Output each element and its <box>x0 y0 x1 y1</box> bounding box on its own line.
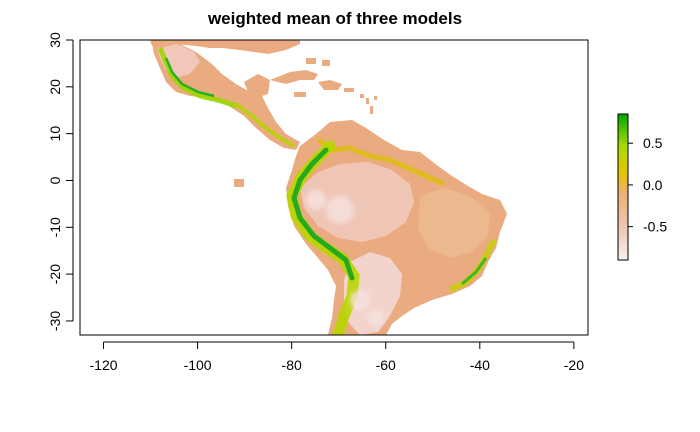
y-tick-label: -20 <box>47 264 63 284</box>
x-tick-label: -40 <box>470 357 490 373</box>
colorbar <box>617 113 629 261</box>
x-tick-label: -120 <box>90 357 118 373</box>
raster-layer <box>150 40 507 335</box>
y-tick-label: 20 <box>47 79 63 95</box>
yucatan-peninsula <box>244 74 270 98</box>
colorbar-ticks: 0.5 0.0 -0.5 <box>628 135 667 235</box>
central-america-green <box>234 102 295 148</box>
plot-title: weighted mean of three models <box>207 9 463 28</box>
chaco-pale-region <box>344 252 402 335</box>
y-tick-label: -30 <box>47 311 63 331</box>
x-tick-label: -20 <box>564 357 584 373</box>
guiana-band <box>316 137 446 187</box>
x-tick-label: -100 <box>184 357 212 373</box>
legend-tick-label: 0.0 <box>643 177 663 193</box>
y-tick-label: 0 <box>47 176 63 184</box>
andes-inner <box>291 147 355 281</box>
texture-speckles <box>306 190 384 326</box>
y-tick-label: 10 <box>47 126 63 142</box>
y-tick-label: -10 <box>47 217 63 237</box>
legend-tick-label: 0.5 <box>643 135 663 151</box>
x-tick-label: -80 <box>282 357 302 373</box>
y-axis: -30 -20 -10 0 10 20 30 <box>47 32 74 331</box>
north-america-strip <box>150 40 300 54</box>
amazon-pale-region <box>300 162 414 242</box>
x-axis: -120 -100 -80 -60 -40 -20 <box>90 341 584 373</box>
colorbar-legend: 0.5 0.0 -0.5 <box>617 113 667 261</box>
x-tick-label: -60 <box>376 357 396 373</box>
y-tick-label: 30 <box>47 32 63 48</box>
southeast-green <box>461 257 488 286</box>
northeast-light-region <box>418 188 490 258</box>
plot-frame <box>79 39 589 336</box>
mexico-green-band <box>157 47 237 109</box>
legend-tick-label: -0.5 <box>643 219 667 235</box>
caribbean-islands <box>234 58 377 187</box>
mexico-green-core <box>164 57 215 98</box>
